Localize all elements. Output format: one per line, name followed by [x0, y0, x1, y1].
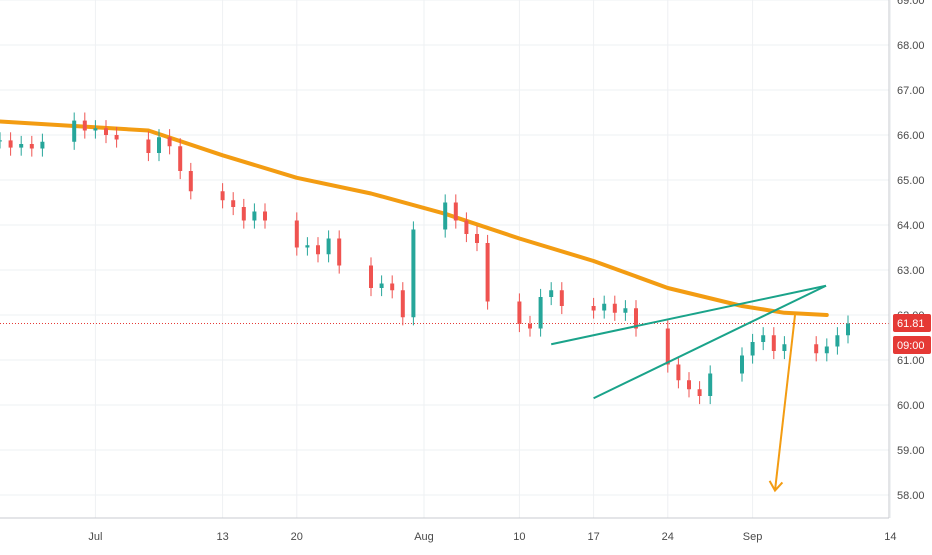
x-tick-label: 14 — [884, 531, 896, 543]
candle-body — [369, 265, 373, 288]
y-tick-label: 63.00 — [897, 265, 925, 277]
candle-body — [761, 335, 766, 342]
candle-body — [538, 297, 543, 329]
candle-body — [220, 191, 225, 201]
candle-body — [750, 342, 755, 356]
y-tick-label: 60.00 — [897, 400, 925, 412]
candle-body — [464, 220, 469, 234]
axes: 58.0059.0060.0061.0062.0063.0064.0065.00… — [0, 0, 925, 543]
x-tick-label: 20 — [291, 531, 303, 543]
candle-body — [549, 290, 554, 297]
candle-body — [687, 380, 691, 390]
candle-body — [411, 229, 416, 318]
x-tick-label: 13 — [216, 531, 228, 543]
candle-body — [8, 140, 13, 148]
candle-body — [517, 301, 522, 324]
pattern-layer[interactable] — [550, 284, 827, 493]
wedge-trendline — [550, 284, 827, 346]
candle-body — [157, 137, 161, 153]
candle-body — [835, 335, 840, 347]
candle-body — [241, 207, 246, 221]
projection-arrow-head — [768, 480, 784, 493]
candle-body — [29, 144, 34, 149]
candle-body — [634, 308, 638, 329]
countdown-tag — [893, 336, 931, 354]
candle-body — [443, 202, 448, 230]
candle-body — [740, 355, 744, 374]
candle-body — [846, 323, 850, 336]
x-tick-label: Sep — [743, 531, 763, 543]
y-tick-label: 68.00 — [897, 40, 925, 52]
candle-body — [824, 346, 829, 354]
candle-body — [697, 389, 702, 396]
x-tick-label: Aug — [414, 531, 434, 543]
x-tick-label: 10 — [513, 531, 525, 543]
last-price-tag-text: 61.81 — [897, 318, 925, 330]
candle-body — [771, 335, 776, 351]
candle-body — [188, 171, 193, 192]
candle-body — [337, 238, 342, 266]
y-tick-label: 64.00 — [897, 220, 925, 232]
candle-body — [316, 245, 320, 255]
candle-body — [559, 290, 564, 306]
candle-body — [146, 139, 151, 153]
candle-body — [82, 120, 87, 131]
x-tick-label: 17 — [587, 531, 599, 543]
candle-body — [263, 211, 267, 221]
y-tick-label: 59.00 — [897, 445, 925, 457]
candle-body — [104, 128, 108, 135]
candle-body — [40, 141, 45, 149]
candle-body — [814, 344, 819, 354]
candle-body — [612, 303, 617, 313]
candle-body — [390, 283, 395, 291]
price-tags: 61.81 09:00 — [893, 314, 931, 354]
y-tick-label: 67.00 — [897, 85, 925, 97]
y-tick-label: 69.00 — [897, 0, 925, 7]
candle-body — [475, 234, 479, 243]
candle-body — [326, 238, 331, 255]
y-tick-label: 58.00 — [897, 490, 925, 502]
candle-body — [591, 306, 596, 311]
candle-body — [93, 128, 98, 131]
candle-body — [114, 135, 119, 140]
y-tick-label: 61.00 — [897, 355, 925, 367]
candle-body — [708, 373, 713, 396]
candle-body — [528, 324, 532, 329]
candle-body — [665, 328, 670, 365]
candle-body — [252, 211, 257, 221]
x-tick-label: Jul — [88, 531, 102, 543]
y-tick-label: 66.00 — [897, 130, 925, 142]
candle-body — [167, 137, 172, 147]
candle-body — [602, 303, 607, 311]
grid — [0, 0, 891, 518]
candle-body — [294, 220, 299, 248]
candle-body — [782, 344, 787, 351]
candle-body — [0, 140, 2, 142]
countdown-tag-text: 09:00 — [897, 340, 925, 352]
candle-body — [485, 243, 490, 302]
wedge-trendline — [593, 284, 827, 400]
x-tick-label: 24 — [662, 531, 674, 543]
candle-body — [676, 364, 681, 381]
candle-body — [19, 144, 24, 148]
candle-body — [305, 245, 310, 248]
candles-layer — [0, 112, 850, 405]
candle-body — [623, 308, 628, 313]
y-tick-label: 65.00 — [897, 175, 925, 187]
projection-arrow-line — [774, 314, 796, 491]
last-price-tag — [893, 314, 931, 332]
candle-body — [400, 290, 405, 318]
candle-body — [453, 202, 458, 221]
candle-body — [178, 146, 183, 171]
candle-body — [231, 200, 236, 207]
candle-body — [72, 120, 77, 142]
candle-body — [379, 283, 384, 288]
